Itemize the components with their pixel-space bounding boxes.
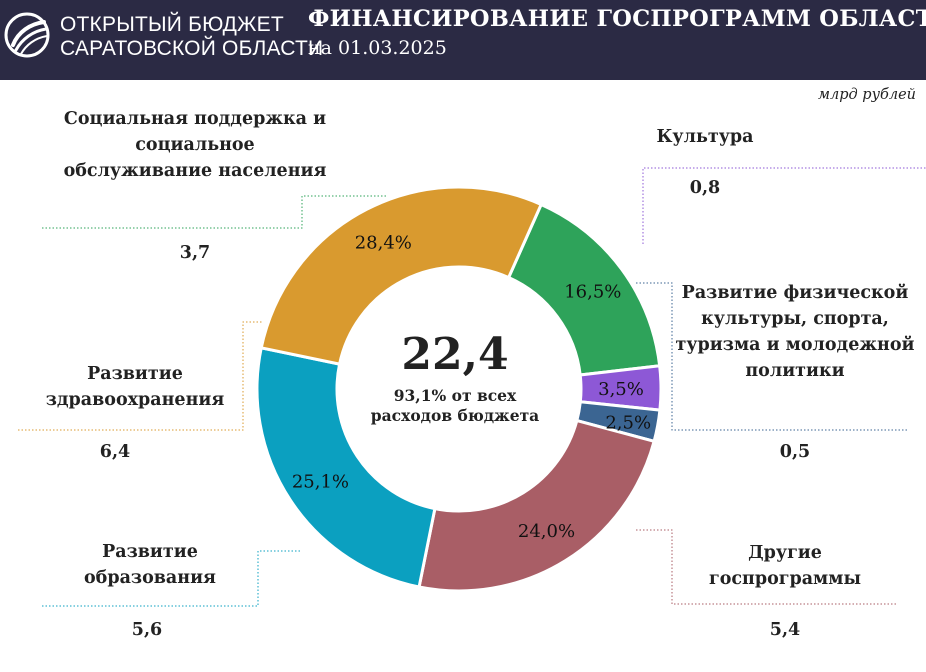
org-line-2: САРАТОВСКОЙ ОБЛАСТИ [60, 37, 324, 60]
category-value-health: 6,4 [99, 442, 131, 462]
slice-other [417, 418, 656, 593]
category-label-social: Социальная поддержка и социальное обслуж… [63, 109, 327, 181]
percent-label-social: 16,5% [564, 282, 621, 303]
donut-slices [255, 185, 663, 593]
category-value-culture: 0,8 [689, 178, 721, 198]
category-label-education: Развитие образования [84, 542, 216, 588]
page-title: ФИНАНСИРОВАНИЕ ГОСПРОГРАММ ОБЛАСТИ [308, 6, 926, 32]
percent-label-health: 28,4% [355, 232, 412, 253]
unit-label: млрд рублей [817, 87, 916, 103]
category-value-social: 3,7 [179, 243, 211, 263]
total-value: 22,4 [401, 329, 509, 380]
total-caption: 93,1% от всех расходов бюджета [370, 386, 540, 425]
slice-education [255, 346, 437, 589]
chart-center: 22,4 93,1% от всех расходов бюджета [360, 330, 550, 426]
percent-label-culture: 3,5% [598, 379, 644, 400]
leader-line-education [42, 550, 300, 607]
leader-lines [18, 167, 926, 607]
category-label-culture: Культура [656, 127, 754, 147]
leader-line-sport [636, 282, 908, 431]
category-value-other: 5,4 [769, 620, 801, 640]
leader-line-health [18, 321, 262, 431]
percent-label-education: 25,1% [292, 471, 349, 492]
percent-labels: 16,5% 3,5% 2,5% 24,0% 25,1% 28,4% [292, 232, 651, 542]
percent-label-sport: 2,5% [605, 413, 651, 434]
leader-line-other [636, 529, 898, 605]
category-label-other: Другие госпрограммы [708, 543, 861, 589]
category-label-health: Развитие здравоохранения [45, 364, 225, 410]
page-date: на 01.03.2025 [308, 37, 447, 59]
category-value-education: 5,6 [131, 620, 163, 640]
percent-label-other: 24,0% [518, 521, 575, 542]
org-name: ОТКРЫТЫЙ БЮДЖЕТ САРАТОВСКОЙ ОБЛАСТИ [60, 13, 323, 61]
leader-line-social [42, 195, 388, 229]
category-value-sport: 0,5 [779, 442, 811, 462]
swirl-logo-icon [4, 12, 50, 58]
header-bar: ОТКРЫТЫЙ БЮДЖЕТ САРАТОВСКОЙ ОБЛАСТИ ФИНА… [0, 0, 926, 80]
category-label-sport: Развитие физической культуры, спорта, ту… [675, 283, 915, 381]
slice-health [259, 185, 544, 366]
leader-line-culture [642, 167, 926, 244]
org-line-1: ОТКРЫТЫЙ БЮДЖЕТ [60, 13, 284, 36]
